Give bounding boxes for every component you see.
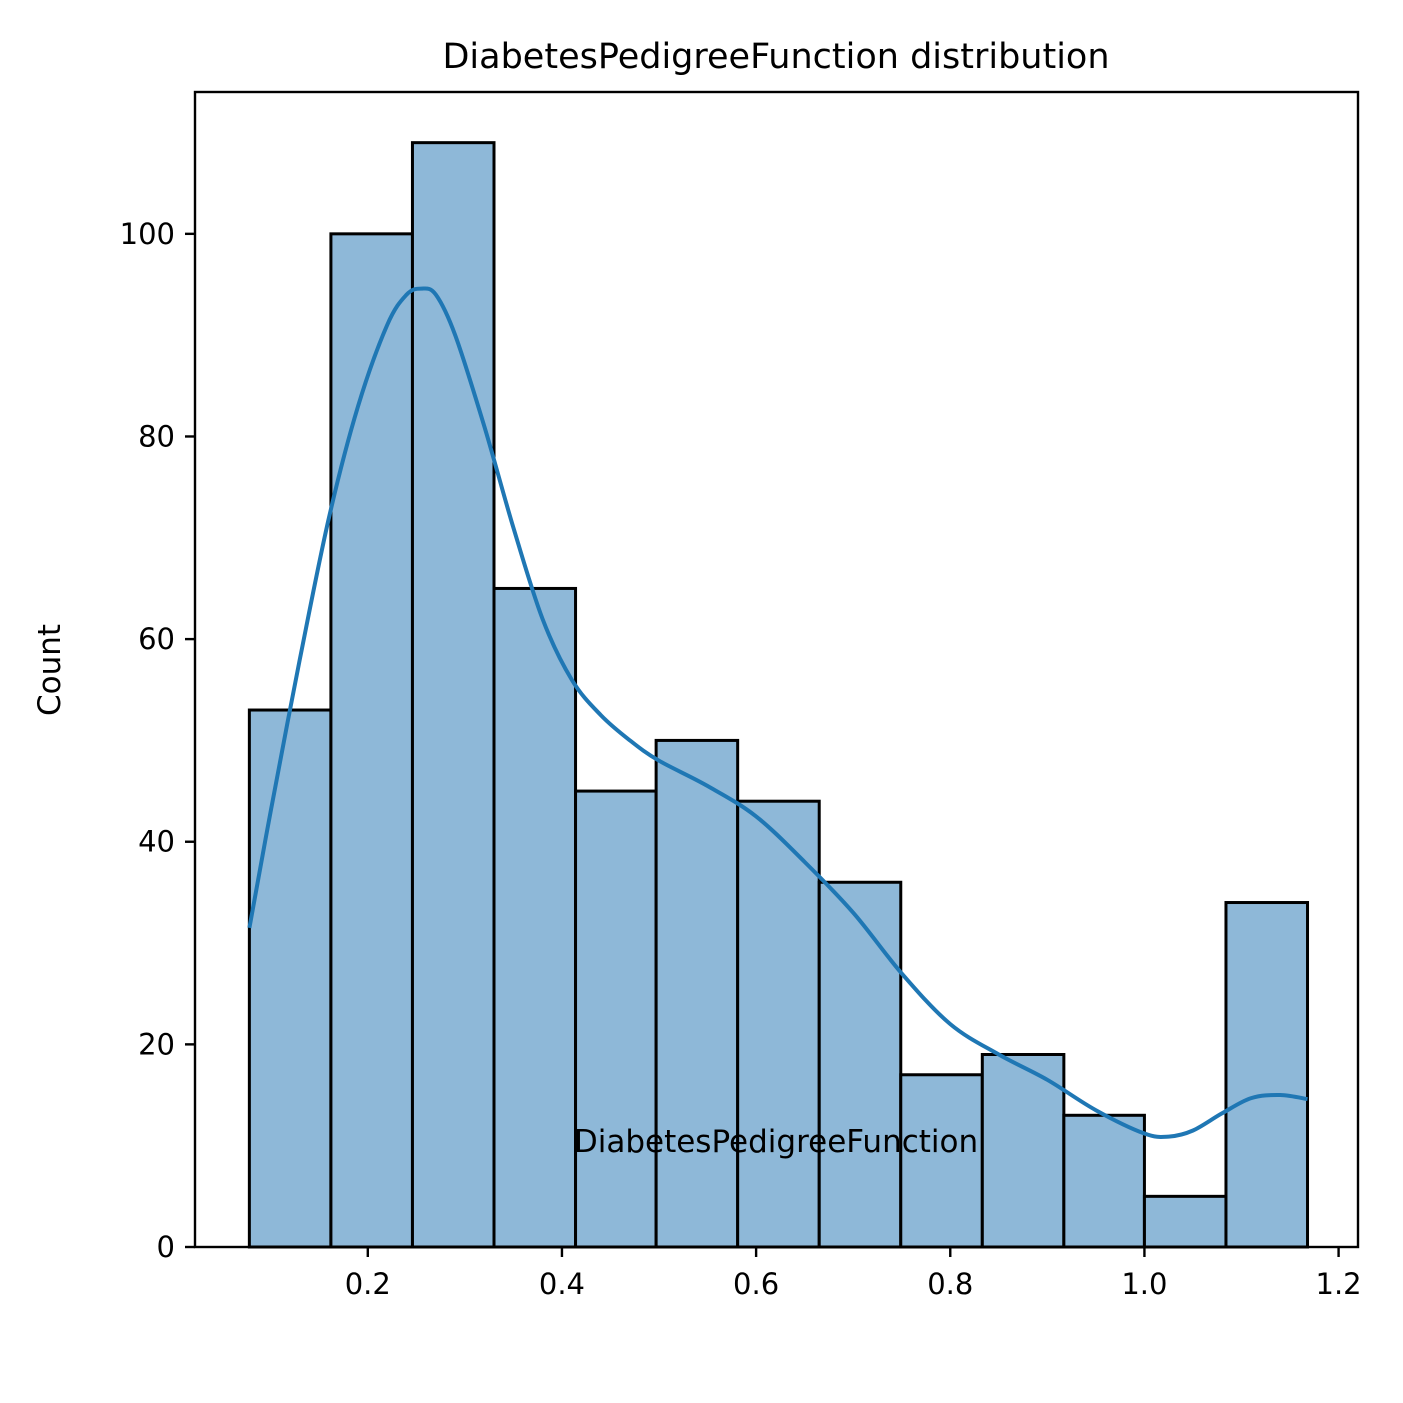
- histogram-bar: [1142, 1194, 1228, 1249]
- x-axis-ticks: 0.2 0.4 0.6 0.8 1.0 1.2: [345, 1247, 1362, 1301]
- x-tick-label: 1.2: [1316, 1267, 1362, 1301]
- histogram-bar: [329, 232, 414, 1249]
- histogram-bar: [247, 708, 333, 1249]
- histogram-bar: [980, 1053, 1066, 1249]
- histogram-bar: [1224, 901, 1310, 1249]
- kde-curve: [247, 286, 1308, 1139]
- x-tick-label: 0.8: [927, 1267, 973, 1301]
- x-tick-label: 0.4: [539, 1267, 585, 1301]
- y-tick-label: 80: [138, 419, 175, 453]
- y-axis-ticks: 0 20 40 60 80 100: [120, 217, 195, 1264]
- x-tick-label: 0.6: [733, 1267, 779, 1301]
- x-tick-label: 0.2: [345, 1267, 391, 1301]
- y-tick-label: 40: [138, 825, 175, 859]
- histogram-bar: [1062, 1113, 1146, 1249]
- y-tick-label: 100: [120, 217, 175, 251]
- histogram-bar: [736, 799, 821, 1249]
- chart-title: DiabetesPedigreeFunction distribution: [442, 37, 1109, 77]
- histogram-bar: [410, 141, 496, 1249]
- y-tick-label: 0: [157, 1230, 175, 1264]
- plot-frame: [193, 90, 1360, 1249]
- histogram-bar: [899, 1073, 984, 1249]
- y-tick-label: 20: [138, 1027, 175, 1061]
- y-tick-label: 60: [138, 622, 175, 656]
- y-axis-label: Count: [32, 624, 68, 716]
- histogram-bars: [247, 141, 1310, 1249]
- histogram-bar: [817, 880, 903, 1249]
- x-tick-label: 1.0: [1121, 1267, 1167, 1301]
- x-axis-label: DiabetesPedigreeFunction: [574, 1124, 978, 1160]
- histogram-bar: [574, 789, 658, 1249]
- histogram-bar: [492, 586, 578, 1249]
- histogram-bar: [654, 738, 740, 1249]
